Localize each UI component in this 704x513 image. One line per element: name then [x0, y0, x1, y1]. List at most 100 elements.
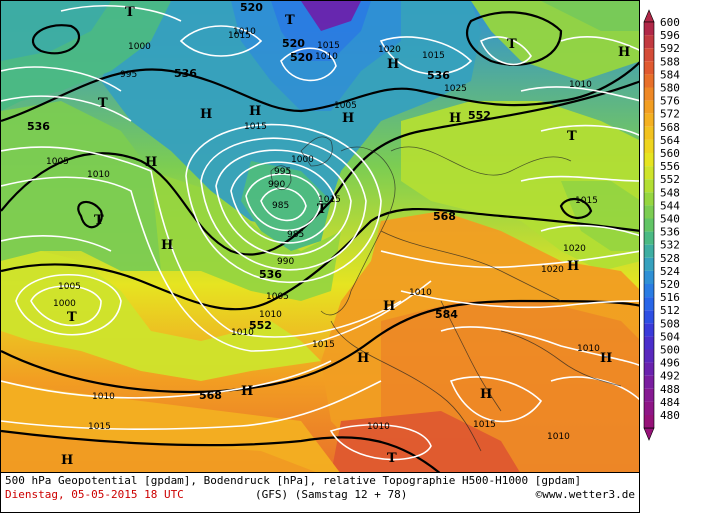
high-label: H	[383, 299, 395, 314]
legend-swatch	[644, 310, 654, 324]
high-label: H	[241, 384, 253, 399]
legend-value: 592	[660, 42, 680, 55]
isobar-label: 1005	[334, 101, 357, 111]
legend-value: 560	[660, 147, 680, 160]
legend-swatch	[644, 192, 654, 206]
legend-swatch	[644, 22, 654, 36]
legend-swatch	[644, 297, 654, 311]
low-label: T	[67, 310, 77, 325]
legend-value: 544	[660, 199, 680, 212]
isobar-label: 1015	[228, 31, 251, 41]
isobar-label: 1010	[409, 288, 432, 298]
legend-swatch	[644, 336, 654, 350]
geopotential-label: 552	[249, 319, 272, 332]
high-label: H	[161, 238, 173, 253]
isobar-label: 1000	[128, 42, 151, 52]
high-label: H	[600, 351, 612, 366]
legend-swatch	[644, 74, 654, 88]
legend-value: 520	[660, 278, 680, 291]
legend-value: 600	[660, 16, 680, 29]
isobar-label: 1020	[541, 265, 564, 275]
isobar-label: 1015	[244, 122, 267, 132]
legend-swatch	[644, 61, 654, 75]
legend-swatch	[644, 270, 654, 284]
high-label: H	[200, 107, 212, 122]
isobar-label: 1005	[46, 157, 69, 167]
legend-value: 536	[660, 226, 680, 239]
isobar-label: 1000	[291, 155, 314, 165]
legend-value: 572	[660, 108, 680, 121]
isobar-label: 1025	[444, 84, 467, 94]
legend-value: 500	[660, 344, 680, 357]
legend-swatch	[644, 349, 654, 363]
legend-value: 508	[660, 317, 680, 330]
geopotential-label: 568	[199, 389, 222, 402]
legend-value: 584	[660, 68, 680, 81]
isobar-label: 1015	[473, 420, 496, 430]
high-label: H	[387, 57, 399, 72]
geopotential-label: 536	[259, 268, 282, 281]
isobar-labels: 1010 1015 1000 995 1005 1010 1015 1015 1…	[46, 27, 600, 442]
geopotential-label: 584	[435, 308, 458, 321]
low-label: T	[98, 96, 108, 111]
weather-map: H H H H H H H H H H H H H H H T T T T T …	[0, 0, 640, 473]
legend-value: 556	[660, 160, 680, 173]
legend-arrow-up	[643, 9, 655, 23]
legend-swatch	[644, 139, 654, 153]
legend-value: 516	[660, 291, 680, 304]
legend-value: 488	[660, 383, 680, 396]
high-label: H	[145, 155, 157, 170]
isobar-label: 1010	[547, 432, 570, 442]
geopotential-label: 536	[27, 120, 50, 133]
isobar-label: 1015	[422, 51, 445, 61]
legend-swatch	[644, 231, 654, 245]
isobar-label: 1010	[259, 310, 282, 320]
legend-value: 580	[660, 82, 680, 95]
high-label: H	[249, 104, 261, 119]
map-canvas: H H H H H H H H H H H H H H H T T T T T …	[1, 1, 639, 472]
geopotential-label: 536	[174, 67, 197, 80]
isobar-label: 1015	[317, 41, 340, 51]
geopotential-label: 520	[240, 1, 263, 14]
legend-labels: 6005965925885845805765725685645605565525…	[660, 16, 680, 422]
legend-swatch	[644, 388, 654, 402]
isobar-label: 1020	[563, 244, 586, 254]
legend-swatch	[644, 362, 654, 376]
coastlines	[270, 136, 622, 452]
caption-title: 500 hPa Geopotential [gpdam], Bodendruck…	[5, 474, 582, 487]
legend-value: 484	[660, 396, 680, 409]
geopotential-label: 520	[282, 37, 305, 50]
legend-swatch	[644, 87, 654, 101]
legend-value: 492	[660, 370, 680, 383]
geopotential-label: 568	[433, 210, 456, 223]
legend-value: 528	[660, 252, 680, 265]
legend-swatch	[644, 415, 654, 429]
geopotential-label: 552	[468, 109, 491, 122]
isobar-label: 985	[272, 201, 289, 211]
legend-value: 540	[660, 213, 680, 226]
legend-swatch	[644, 401, 654, 415]
high-label: H	[342, 111, 354, 126]
isobar-label: 1010	[569, 80, 592, 90]
geopotential-labels: 520 520 520 536 536 536 552 552 568 568 …	[27, 1, 491, 402]
isobar-label: 1005	[58, 282, 81, 292]
isobar-label: 1010	[92, 392, 115, 402]
legend-swatch	[644, 205, 654, 219]
legend-swatch	[644, 35, 654, 49]
low-label: T	[94, 213, 104, 228]
color-legend: 6005965925885845805765725685645605565525…	[643, 9, 680, 441]
isobar-label: 1005	[266, 292, 289, 302]
legend-swatch	[644, 126, 654, 140]
caption-model-run: (GFS) (Samstag 12 + 78)	[255, 488, 408, 501]
isobar-label: 1015	[312, 340, 335, 350]
legend-swatch	[644, 218, 654, 232]
legend-swatch	[644, 100, 654, 114]
isobar-label: 995	[274, 167, 291, 177]
legend-swatch	[644, 113, 654, 127]
legend-arrow-down	[643, 427, 655, 441]
isobar-label: 1015	[318, 195, 341, 205]
legend-swatch	[644, 323, 654, 337]
legend-value: 496	[660, 357, 680, 370]
legend-swatch	[644, 48, 654, 62]
legend-value: 524	[660, 265, 680, 278]
